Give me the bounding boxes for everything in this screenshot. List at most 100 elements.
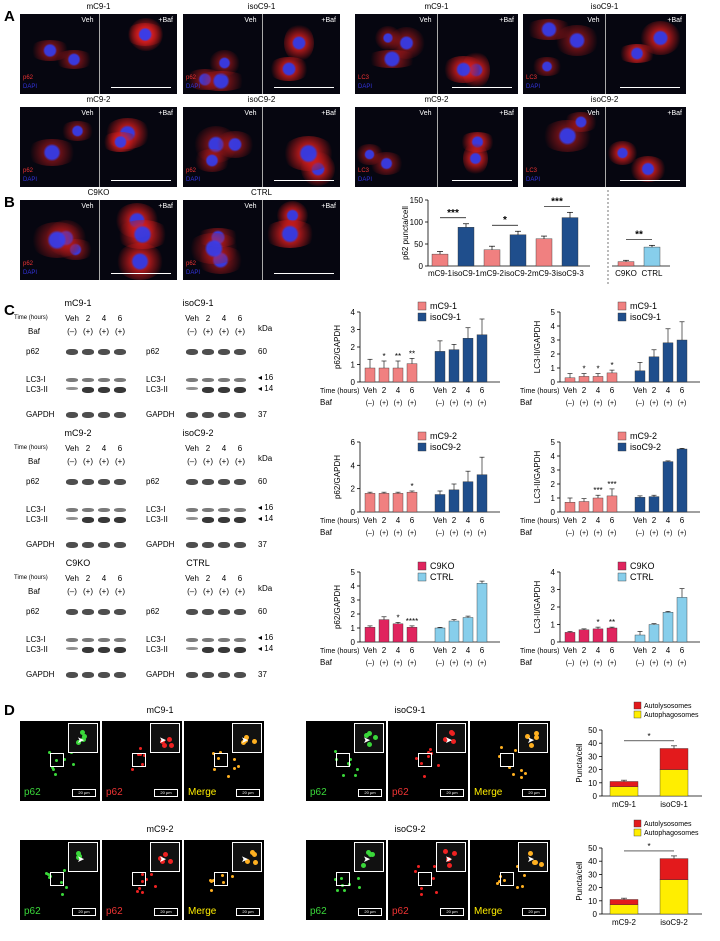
band [113, 479, 126, 485]
legend-label: Autolysosomes [644, 703, 692, 710]
channel-label: p62 [106, 906, 123, 917]
kda-marker: 60 [258, 607, 267, 616]
puncta [232, 767, 236, 771]
protein-label: LC3-I [146, 635, 166, 644]
scale-bar: 20 µm [72, 789, 96, 797]
band [81, 672, 94, 678]
blot-strip [24, 602, 130, 622]
y-tick-label: 0 [593, 910, 598, 919]
blot-title: mC9-2 [64, 428, 92, 438]
time-row-label: Time (hours) [320, 648, 359, 655]
micrograph-half: Veh [183, 200, 262, 280]
time-value: 2 [85, 314, 91, 323]
x-tick-label: 2 [382, 516, 387, 525]
puncta [525, 734, 531, 740]
cell-blob [26, 138, 78, 167]
y-axis-label: Puncta/cell [575, 861, 584, 900]
x-tick-label: 2 [452, 516, 457, 525]
baf-value: (–) [436, 660, 445, 667]
bar-segment [659, 769, 689, 797]
x-tick-label: CTRL [642, 269, 663, 278]
band [81, 647, 94, 653]
band [113, 672, 126, 678]
micrograph-image: Veh +Baf p62 DAPI [183, 14, 340, 94]
scale-bar: 20 µm [236, 908, 260, 916]
time-value: Veh [65, 444, 79, 453]
x-tick-label: mC9-3 [532, 269, 557, 278]
time-value: 4 [221, 314, 227, 323]
bar [634, 370, 646, 383]
baf-value: (+) [580, 400, 589, 407]
micrograph-title: mC9-2 [424, 95, 449, 104]
baf-value: (–) [366, 400, 375, 407]
treatment-label: Veh [81, 203, 94, 210]
chart: 0 1 2 3 4 LC3-II/GAPDH C9KO CTRL Time (hours) Baf… [518, 560, 708, 688]
puncta [349, 757, 353, 761]
blot-strip [24, 630, 130, 660]
significance-label: * [503, 215, 507, 226]
puncta [55, 758, 59, 762]
x-tick-label: 4 [666, 516, 671, 525]
significance-label: * [396, 613, 399, 622]
band [201, 672, 214, 678]
band [201, 508, 214, 512]
bar [434, 351, 446, 383]
band [201, 609, 214, 615]
puncta [145, 877, 149, 881]
puncta [364, 733, 370, 739]
y-tick-label: 2 [351, 610, 356, 619]
x-tick-label: 2 [452, 646, 457, 655]
time-value: 4 [101, 314, 107, 323]
time-row-label: Time (hours) [14, 575, 48, 581]
bar [462, 617, 474, 643]
micrograph-title: isoC9-2 [590, 95, 619, 104]
band [217, 378, 230, 382]
kda-header: kDa [258, 324, 273, 333]
channel-label: p62 [23, 75, 34, 81]
baf-value: (+) [478, 660, 487, 667]
time-value: 2 [205, 574, 211, 583]
protein-label: LC3-II [26, 645, 48, 654]
puncta [150, 872, 154, 876]
time-value: 2 [205, 314, 211, 323]
confocal-image: ➤ p62 20 µm [102, 840, 182, 920]
scale-bar [620, 180, 680, 181]
bar [676, 448, 688, 513]
micrograph-image: Veh +Baf LC3 DAPI [523, 107, 686, 187]
zoom-inset: ➤ [150, 842, 180, 872]
zoom-inset: ➤ [68, 842, 98, 872]
x-tick-label: mC9-1 [612, 800, 637, 809]
blot-strip [144, 406, 250, 424]
protein-label: LC3-II [26, 385, 48, 394]
treatment-label: +Baf [499, 17, 514, 24]
band [233, 508, 246, 512]
protein-label: GAPDH [26, 410, 55, 419]
puncta [138, 746, 142, 750]
time-row-label: Time (hours) [320, 518, 359, 525]
panel-label-c: C [4, 302, 15, 319]
micrograph-image: Veh +Baf p62 DAPI [20, 14, 177, 94]
cell-blob [186, 233, 242, 265]
blot-title: CTRL [186, 558, 210, 568]
x-tick-label: 2 [382, 646, 387, 655]
legend-label: mC9-2 [430, 431, 457, 441]
treatment-label: +Baf [321, 17, 336, 24]
time-value: 2 [85, 444, 91, 453]
bar [564, 377, 576, 383]
puncta [212, 878, 216, 882]
channel-label: Merge [474, 906, 503, 917]
baf-value: (+) [650, 660, 659, 667]
bar [606, 627, 618, 643]
micrograph-half: Veh [355, 107, 437, 187]
y-tick-label: 0 [351, 508, 356, 517]
bar-segment [609, 904, 639, 915]
band [97, 517, 110, 523]
bar [406, 363, 418, 383]
puncta [446, 856, 452, 862]
baf-value: (+) [678, 400, 687, 407]
bar [434, 627, 446, 643]
bar [483, 249, 501, 267]
baf-value: (+) [99, 327, 109, 336]
baf-value: (+) [380, 400, 389, 407]
puncta [432, 876, 435, 880]
